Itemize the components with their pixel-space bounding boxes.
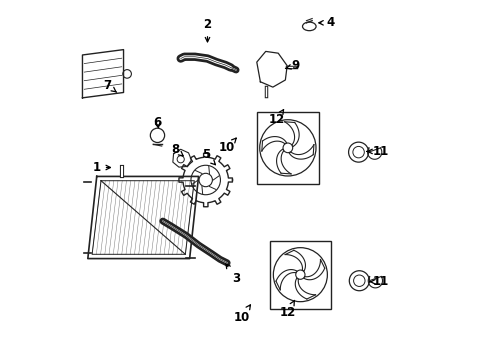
Bar (270, 241, 331, 309)
Text: 10: 10 (233, 305, 250, 324)
Text: 7: 7 (103, 79, 117, 92)
Text: 5: 5 (201, 148, 216, 165)
Bar (257, 112, 319, 184)
Text: 6: 6 (153, 116, 162, 129)
Text: 11: 11 (367, 145, 389, 158)
Text: 3: 3 (226, 264, 240, 285)
Text: 10: 10 (219, 138, 236, 154)
Text: 12: 12 (269, 109, 285, 126)
Text: 4: 4 (319, 16, 335, 29)
Text: 8: 8 (171, 143, 183, 156)
Text: 9: 9 (285, 59, 299, 72)
Text: 11: 11 (370, 275, 389, 288)
Text: 12: 12 (280, 300, 296, 319)
Text: 1: 1 (93, 161, 110, 174)
Text: 2: 2 (203, 18, 212, 42)
